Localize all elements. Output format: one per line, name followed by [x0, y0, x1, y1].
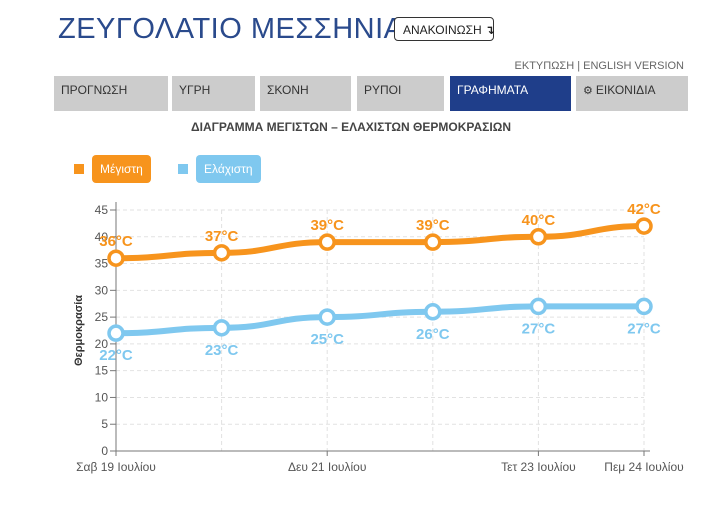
- y-tick-label: 30: [95, 283, 109, 297]
- chart-title: ΔΙΑΓΡΑΜΜΑ ΜΕΓΙΣΤΩΝ – ΕΛΑΧΙΣΤΩΝ ΘΕΡΜΟΚΡΑΣ…: [191, 120, 511, 134]
- legend-item-min[interactable]: Ελάχιστη: [178, 155, 261, 183]
- top-links: ΕΚΤΥΠΩΣΗ | ENGLISH VERSION: [515, 60, 684, 72]
- data-label: 27°C: [627, 320, 661, 337]
- data-label: 39°C: [416, 217, 450, 234]
- tab-icons[interactable]: ⚙ ΕΙΚΟΝΙΔΙΑ: [576, 76, 688, 111]
- tab-label: ΡΥΠΟΙ: [364, 83, 402, 97]
- main-tabs: ΠΡΟΓΝΩΣΗ ΥΓΡΗ ΣΚΟΝΗ ΡΥΠΟΙ ΓΡΑΦΗΜΑΤΑ ⚙ ΕΙΚ…: [54, 76, 688, 111]
- data-label: 27°C: [522, 320, 556, 337]
- y-tick-label: 0: [101, 444, 108, 458]
- tab-label: ΕΙΚΟΝΙΔΙΑ: [595, 83, 656, 97]
- data-point[interactable]: [212, 319, 231, 337]
- legend-swatch-min: [178, 164, 188, 174]
- series-line-max: [113, 223, 647, 262]
- link-separator: |: [577, 60, 581, 72]
- data-label: 22°C: [99, 347, 133, 364]
- y-tick-label: 25: [95, 310, 109, 324]
- announcement-label: ΑΝΑΚΟΙΝΩΣΗ: [403, 23, 482, 37]
- tab-forecast[interactable]: ΠΡΟΓΝΩΣΗ: [54, 76, 168, 111]
- x-tick-label: Δευ 21 Ιουλίου: [288, 460, 366, 474]
- page-title: ΖΕΥΓΟΛΑΤΙΟ ΜΕΣΣΗΝΙΑΣ: [58, 13, 422, 45]
- legend-swatch-max: [74, 164, 84, 174]
- print-link[interactable]: ΕΚΤΥΠΩΣΗ: [514, 60, 575, 72]
- data-label: 40°C: [522, 212, 556, 229]
- gear-icon: ⚙: [583, 85, 593, 97]
- data-label: 36°C: [99, 233, 133, 250]
- data-point[interactable]: [529, 297, 548, 316]
- data-point[interactable]: [212, 244, 231, 262]
- data-label: 39°C: [310, 217, 344, 234]
- data-point[interactable]: [318, 233, 336, 251]
- legend-label-max: Μέγιστη: [92, 155, 151, 183]
- y-tick-label: 15: [95, 364, 109, 378]
- y-tick-label: 5: [101, 417, 108, 431]
- data-label: 26°C: [416, 326, 450, 343]
- x-tick-label: Πεμ 24 Ιουλίου: [604, 460, 683, 474]
- x-tick-label: Τετ 23 Ιουλίου: [501, 460, 576, 474]
- y-axis-label: Θερμοκρασία: [73, 295, 85, 366]
- series-line-min: [113, 303, 647, 337]
- y-tick-label: 20: [95, 337, 109, 351]
- tab-label: ΥΓΡΗ: [179, 83, 211, 97]
- tab-label: ΓΡΑΦΗΜΑΤΑ: [457, 83, 529, 97]
- data-point[interactable]: [529, 228, 548, 246]
- data-label: 37°C: [205, 228, 239, 245]
- y-tick-label: 35: [95, 257, 109, 271]
- english-version-link[interactable]: ENGLISH VERSION: [583, 60, 684, 72]
- data-point[interactable]: [424, 233, 442, 251]
- tab-label: ΣΚΟΝΗ: [267, 83, 309, 97]
- legend-item-max[interactable]: Μέγιστη: [74, 155, 151, 183]
- x-tick-label: Σαβ 19 Ιουλίου: [76, 460, 156, 474]
- data-point[interactable]: [635, 217, 653, 235]
- y-tick-label: 10: [95, 390, 109, 404]
- data-label: 42°C: [627, 201, 661, 218]
- data-point[interactable]: [424, 303, 442, 321]
- data-point[interactable]: [318, 308, 336, 326]
- y-tick-label: 45: [95, 203, 109, 217]
- data-point[interactable]: [107, 324, 125, 342]
- tab-pollutants[interactable]: ΡΥΠΟΙ: [357, 76, 444, 111]
- data-label: 23°C: [205, 342, 239, 359]
- data-label: 25°C: [310, 331, 344, 348]
- data-point[interactable]: [107, 249, 125, 267]
- announcement-button[interactable]: ΑΝΑΚΟΙΝΩΣΗ ↴: [394, 17, 495, 41]
- tab-dust[interactable]: ΣΚΟΝΗ: [260, 76, 351, 111]
- data-point[interactable]: [635, 297, 653, 316]
- legend-label-min: Ελάχιστη: [196, 155, 261, 183]
- tab-label: ΠΡΟΓΝΩΣΗ: [61, 83, 128, 97]
- y-tick-label: 40: [95, 230, 109, 244]
- arrow-down-return-icon: ↴: [484, 23, 495, 37]
- tab-charts[interactable]: ΓΡΑΦΗΜΑΤΑ: [450, 76, 571, 111]
- tab-humidity[interactable]: ΥΓΡΗ: [172, 76, 255, 111]
